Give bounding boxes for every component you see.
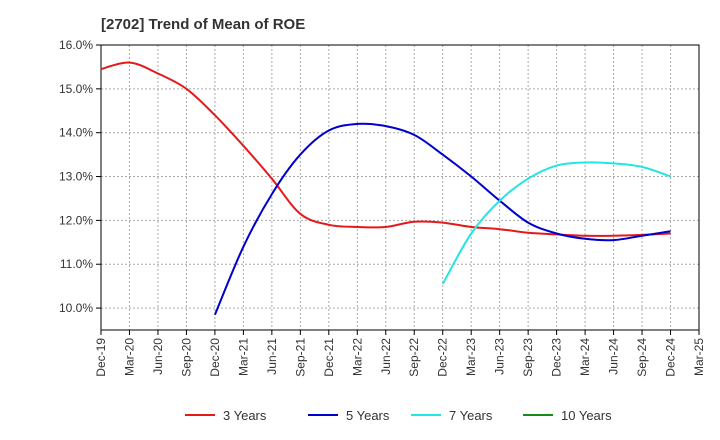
y-tick-label: 15.0% bbox=[59, 82, 93, 96]
x-tick-label: Dec-22 bbox=[436, 338, 450, 377]
plot-area-frame bbox=[100, 44, 700, 331]
x-tick-label: Mar-23 bbox=[464, 338, 478, 376]
x-tick-label: Mar-20 bbox=[122, 338, 136, 376]
legend: 3 Years 5 Years 7 Years 10 Years bbox=[185, 408, 612, 423]
y-axis-ticks: 10.0% 11.0% 12.0% 13.0% 14.0% 15.0% 16.0% bbox=[59, 38, 101, 315]
gridlines bbox=[101, 44, 699, 330]
x-tick-label: Mar-25 bbox=[692, 338, 706, 376]
y-tick-label: 16.0% bbox=[59, 38, 93, 52]
x-tick-label: Dec-21 bbox=[322, 338, 336, 377]
x-tick-label: Jun-24 bbox=[607, 338, 621, 375]
series-line-5-years bbox=[213, 122, 671, 316]
y-tick-label: 12.0% bbox=[59, 213, 93, 227]
x-tick-label: Dec-20 bbox=[208, 338, 222, 377]
x-tick-label: Sep-21 bbox=[293, 338, 307, 377]
x-tick-label: Mar-24 bbox=[578, 338, 592, 376]
x-tick-label: Jun-22 bbox=[379, 338, 393, 375]
x-axis-ticks: Dec-19 Mar-20 Jun-20 Sep-20 Dec-20 Mar-21 Jun-… bbox=[94, 330, 706, 377]
x-tick-label: Sep-22 bbox=[407, 338, 421, 377]
x-tick-label: Jun-21 bbox=[265, 338, 279, 375]
x-tick-label: Jun-20 bbox=[151, 338, 165, 375]
series-line-7-years bbox=[441, 161, 671, 285]
x-tick-label: Dec-24 bbox=[664, 338, 678, 377]
x-tick-label: Mar-21 bbox=[236, 338, 250, 376]
x-tick-label: Mar-22 bbox=[350, 338, 364, 376]
chart-title: [2702] Trend of Mean of ROE bbox=[101, 16, 305, 33]
x-tick-label: Dec-19 bbox=[94, 338, 108, 377]
x-tick-label: Sep-24 bbox=[635, 338, 649, 377]
series-lines bbox=[100, 61, 671, 316]
legend-label-5-years: 5 Years bbox=[346, 408, 390, 423]
y-tick-label: 10.0% bbox=[59, 301, 93, 315]
y-tick-label: 11.0% bbox=[60, 257, 93, 271]
legend-label-7-years: 7 Years bbox=[449, 408, 493, 423]
x-tick-label: Jun-23 bbox=[493, 338, 507, 375]
x-tick-label: Sep-20 bbox=[179, 338, 193, 377]
y-tick-label: 13.0% bbox=[59, 170, 93, 184]
x-tick-label: Dec-23 bbox=[550, 338, 564, 377]
y-tick-label: 14.0% bbox=[59, 126, 93, 140]
x-tick-label: Sep-23 bbox=[521, 338, 535, 377]
series-line-3-years bbox=[100, 61, 671, 237]
legend-label-3-years: 3 Years bbox=[223, 408, 267, 423]
legend-label-10-years: 10 Years bbox=[561, 408, 612, 423]
